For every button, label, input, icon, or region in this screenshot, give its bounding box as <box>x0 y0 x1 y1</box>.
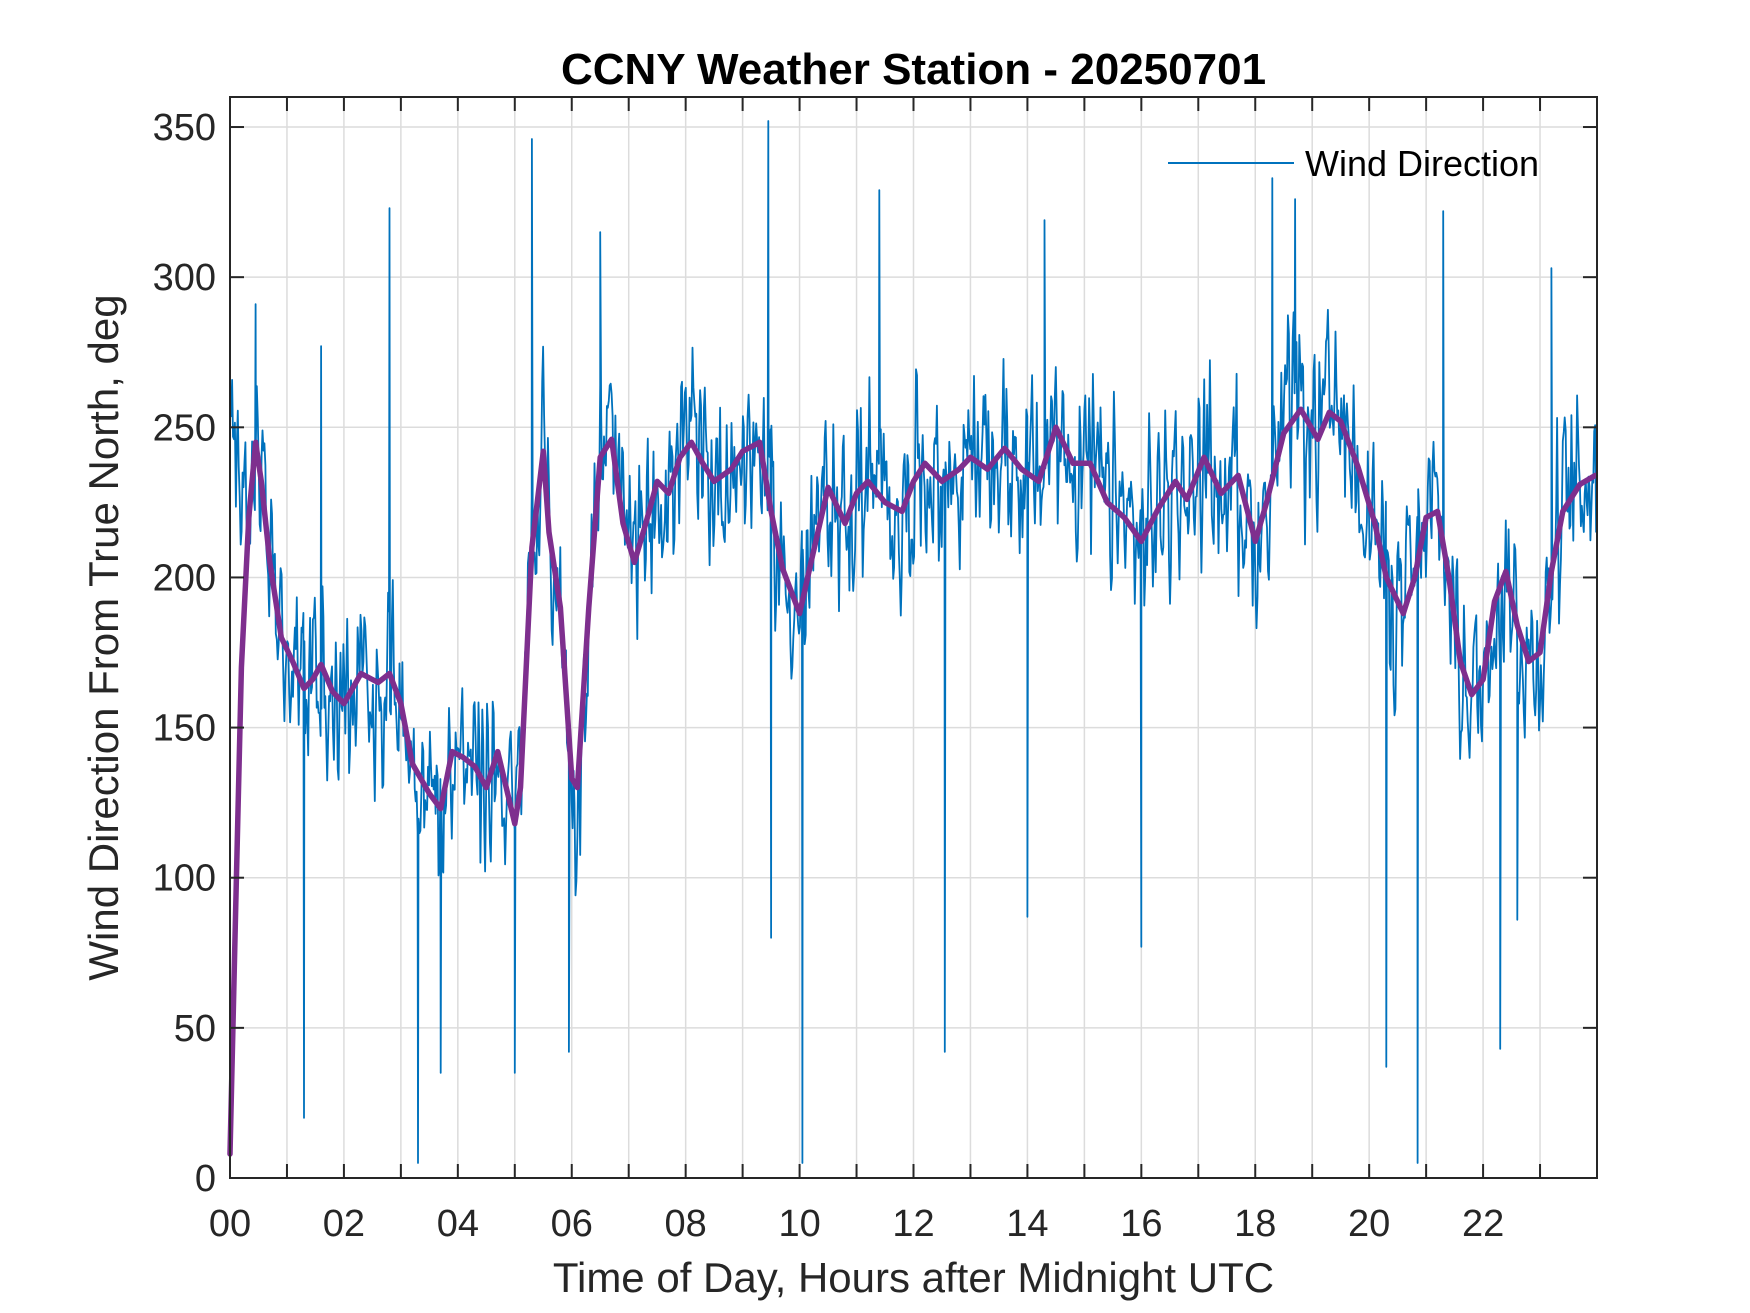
x-tick-label: 04 <box>437 1203 479 1245</box>
x-tick-label: 12 <box>892 1203 934 1245</box>
y-tick-label: 0 <box>195 1158 216 1200</box>
y-tick-label: 150 <box>153 708 216 750</box>
grid-lines <box>230 97 1597 1178</box>
x-tick-label: 10 <box>778 1203 820 1245</box>
x-tick-label: 20 <box>1348 1203 1390 1245</box>
raw-series-group <box>230 120 1597 1164</box>
x-tick-label: 22 <box>1462 1203 1504 1245</box>
x-axis-label: Time of Day, Hours after Midnight UTC <box>553 1254 1274 1301</box>
y-tick-label: 200 <box>153 557 216 599</box>
y-tick-label: 250 <box>153 407 216 449</box>
y-tick-label: 300 <box>153 257 216 299</box>
x-tick-label: 16 <box>1120 1203 1162 1245</box>
x-tick-label: 08 <box>665 1203 707 1245</box>
x-tick-label: 00 <box>209 1203 251 1245</box>
y-axis-label: Wind Direction From True North, deg <box>80 294 127 980</box>
axis-ticks: 00 02 04 06 08 10 12 14 16 18 20 22 0 50 100 150 200 250 3… <box>153 97 1597 1245</box>
x-tick-label: 18 <box>1234 1203 1276 1245</box>
chart-title: CCNY Weather Station - 20250701 <box>561 45 1266 94</box>
legend-label-wind-direction: Wind Direction <box>1305 143 1539 184</box>
smoothed-wind-direction-line <box>227 406 1599 1157</box>
smoothed-series-group <box>227 406 1599 1157</box>
wind-direction-line <box>230 120 1597 1164</box>
legend: Wind Direction <box>1168 143 1539 184</box>
x-tick-label: 14 <box>1006 1203 1048 1245</box>
y-tick-label: 100 <box>153 858 216 900</box>
x-tick-label: 02 <box>323 1203 365 1245</box>
y-tick-label: 350 <box>153 107 216 149</box>
y-tick-label: 50 <box>174 1008 216 1050</box>
x-tick-label: 06 <box>551 1203 593 1245</box>
